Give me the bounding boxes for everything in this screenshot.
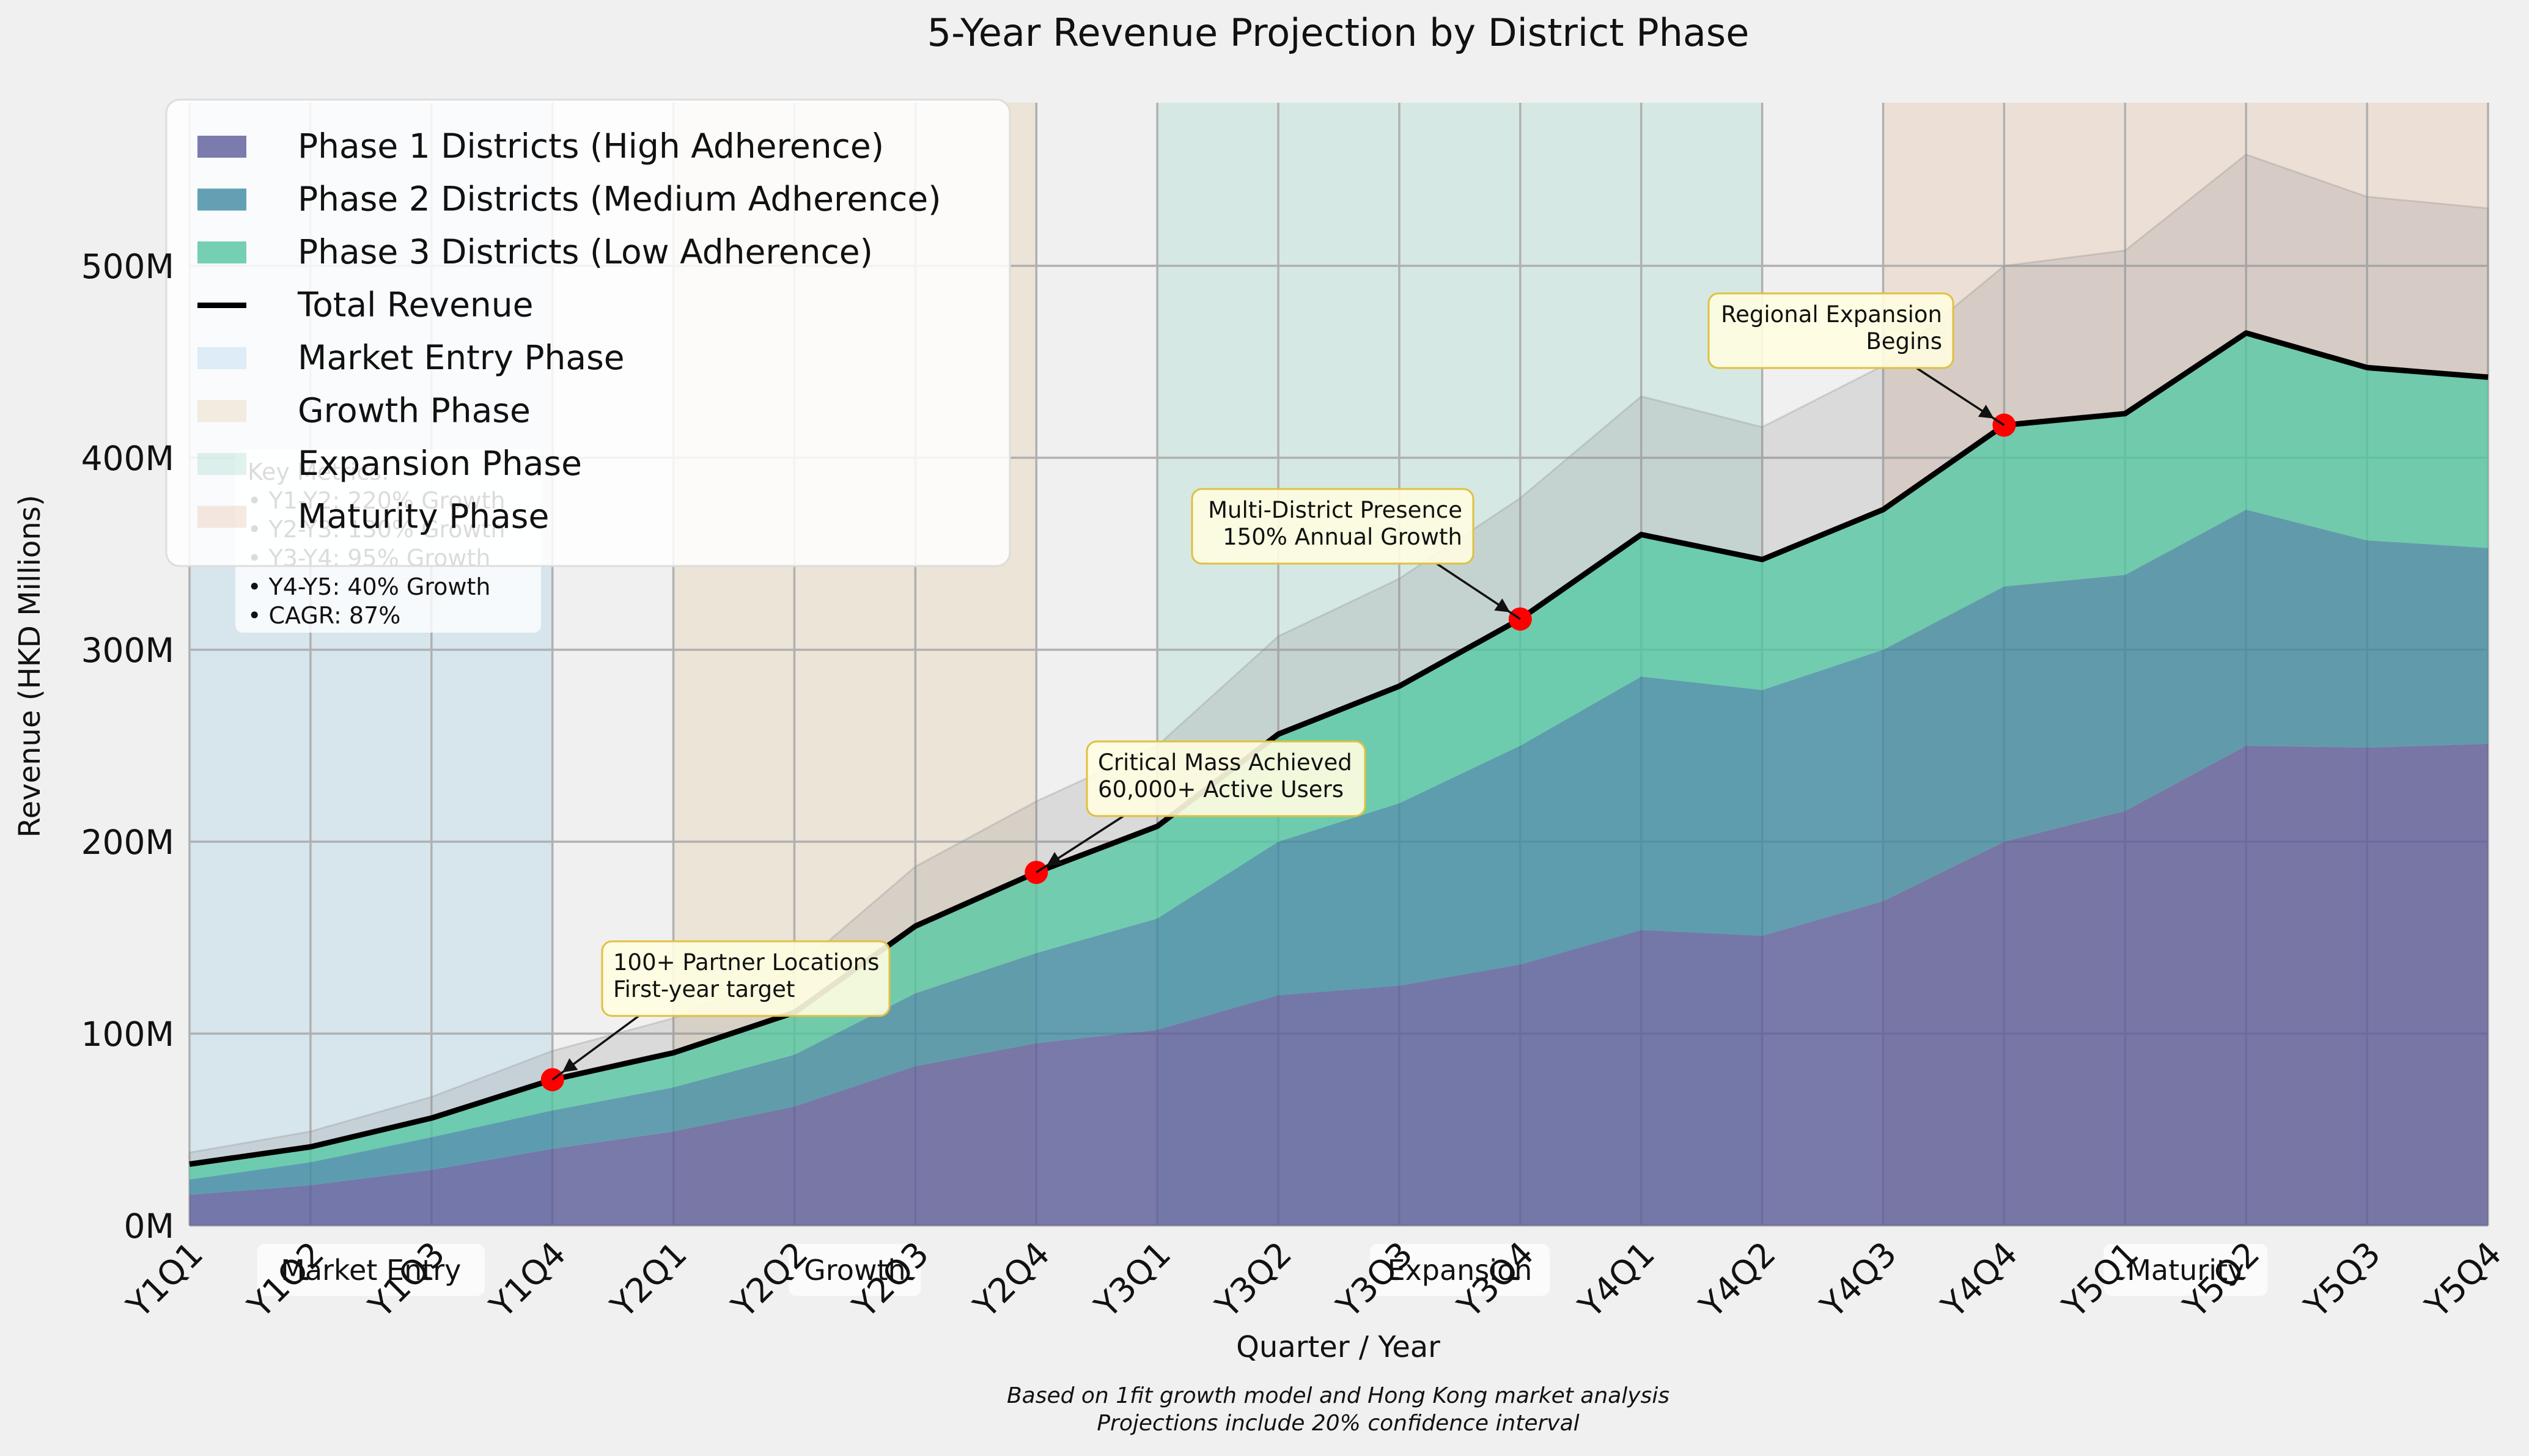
annotation-text: Regional Expansion — [1721, 301, 1942, 328]
legend-swatch — [197, 188, 246, 211]
annotation-text: First-year target — [613, 976, 795, 1002]
annotation-arrowhead — [562, 1058, 578, 1073]
y-tick-label: 100M — [81, 1015, 174, 1054]
milestone-marker — [1508, 607, 1532, 631]
total-revenue-line — [189, 330, 2489, 1167]
phase-label-box — [257, 1244, 485, 1296]
legend-label: Market Entry Phase — [298, 338, 625, 377]
legend-label: Maturity Phase — [298, 497, 549, 536]
phase-label-text: Expansion — [1387, 1254, 1532, 1287]
annotation-text: 60,000+ Active Users — [1098, 776, 1344, 803]
phase-label: Expansion — [1369, 1244, 1550, 1296]
annotation-arrowhead — [1494, 598, 1511, 612]
annotation-text: 100+ Partner Locations — [613, 949, 879, 976]
annotation-text: Multi-District Presence — [1208, 497, 1462, 523]
legend-swatch — [197, 400, 246, 422]
annotation-arrowhead — [1047, 851, 1062, 866]
footnote-line-1: Based on 1fit growth model and Hong Kong… — [1007, 1383, 1669, 1408]
annotation-arrowhead — [1978, 405, 1994, 419]
y-tick-label: 400M — [81, 439, 174, 478]
phase-label: Market Entry — [257, 1244, 485, 1296]
phase-label-box — [1369, 1244, 1550, 1296]
legend-swatch — [197, 453, 246, 475]
annotation-box — [601, 940, 891, 1017]
y-tick-label: 300M — [81, 631, 174, 670]
phase-label: Maturity — [2104, 1244, 2268, 1296]
y-axis-label: Revenue (HKD Millions) — [13, 495, 47, 837]
phase-label-text: Market Entry — [281, 1254, 461, 1287]
legend-swatch — [197, 241, 246, 263]
footnote-line-2: Projections include 20% confidence inter… — [1097, 1411, 1579, 1436]
y-tick-label: 200M — [81, 823, 174, 862]
phase-label-text: Growth — [804, 1254, 906, 1287]
legend-label: Phase 1 Districts (High Adherence) — [298, 127, 884, 166]
annotation-box — [1191, 488, 1474, 565]
series-area-phase-2 — [190, 509, 2488, 1195]
phase-label-box — [789, 1244, 921, 1296]
legend-label: Growth Phase — [298, 391, 531, 430]
legend-label: Phase 2 Districts (Medium Adherence) — [298, 180, 941, 219]
legend-swatch — [197, 506, 246, 528]
annotation-text: 150% Annual Growth — [1223, 524, 1462, 550]
annotation-box — [1707, 292, 1954, 369]
key-metrics-line: • CAGR: 87% — [248, 602, 400, 629]
legend-swatch — [197, 136, 246, 158]
key-metrics-line: • Y4-Y5: 40% Growth — [248, 573, 490, 600]
x-axis-label: Quarter / Year — [1236, 1330, 1440, 1364]
annotation-box — [1086, 740, 1366, 817]
annotation-text: Critical Mass Achieved — [1098, 749, 1352, 776]
legend-label: Expansion Phase — [298, 444, 582, 483]
series-area-phase-1 — [190, 743, 2488, 1226]
chart-title: 5-Year Revenue Projection by District Ph… — [927, 10, 1750, 55]
legend-label: Phase 3 Districts (Low Adherence) — [298, 232, 873, 271]
legend-swatch — [197, 347, 246, 369]
annotation-text: Begins — [1866, 328, 1942, 355]
phase-label: Growth — [789, 1244, 921, 1296]
y-tick-label: 500M — [81, 247, 174, 286]
phase-label-text: Maturity — [2127, 1254, 2244, 1287]
y-tick-label: 0M — [124, 1207, 174, 1246]
legend-box — [165, 98, 1011, 567]
legend-label: Total Revenue — [297, 285, 533, 325]
phase-label-box — [2104, 1244, 2268, 1296]
